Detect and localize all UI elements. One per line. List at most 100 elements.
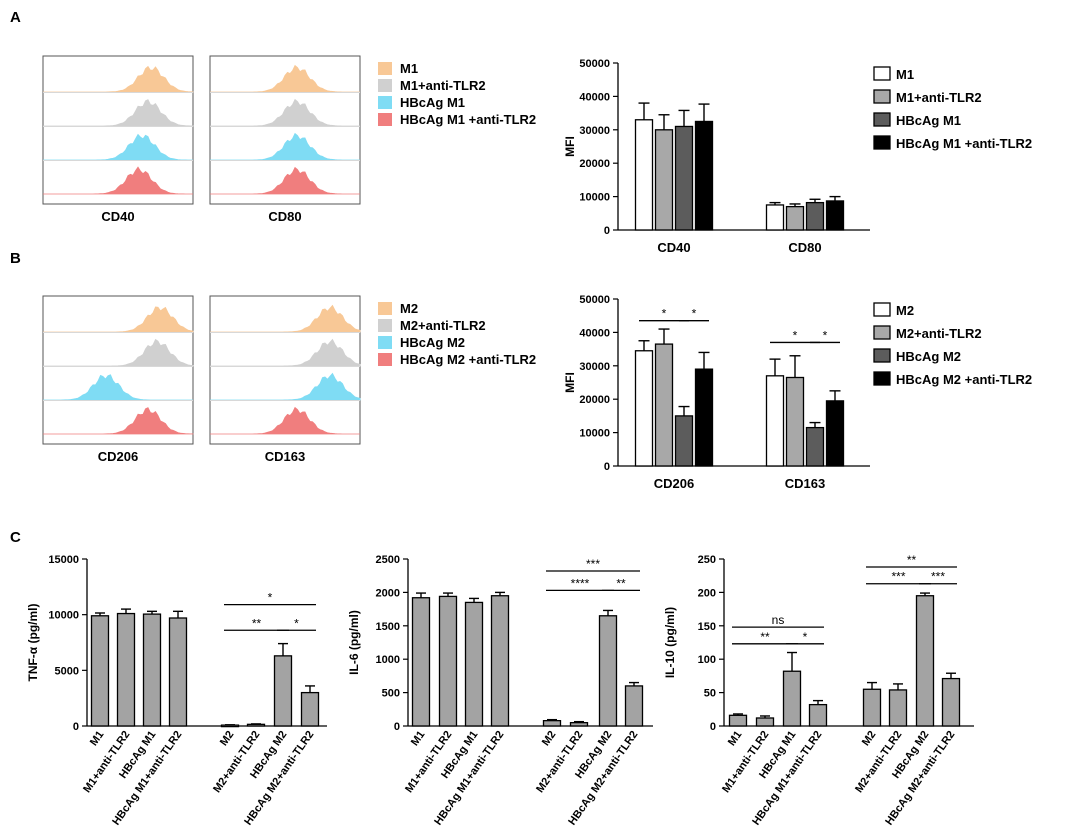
legend-label: M1+anti-TLR2: [400, 78, 486, 93]
bar: [825, 400, 845, 467]
flow-cytometry-panel-a: CD40 CD80 M1 M1+anti-TLR2 HBcAg M1 HBcAg M1 +…: [42, 55, 536, 224]
panel-label-a: A: [10, 9, 21, 26]
legend-label: HBcAg M1: [400, 95, 465, 110]
bar: [411, 597, 431, 727]
histogram-label: CD206: [98, 449, 138, 464]
y-tick-label: 1000: [376, 654, 400, 666]
bar: [464, 601, 484, 727]
legend-swatch: [873, 135, 891, 150]
significance-marker: *: [692, 307, 697, 321]
group-label: CD80: [788, 240, 821, 255]
legend-swatch: [873, 302, 891, 317]
bar: [805, 426, 825, 467]
histogram-label: CD163: [265, 449, 305, 464]
group-label: CD40: [657, 240, 690, 255]
y-tick-label: 0: [710, 721, 716, 733]
y-tick-label: 50000: [579, 58, 610, 70]
histogram-curve: [43, 306, 194, 333]
legend-swatch: [873, 371, 891, 386]
significance-marker: *: [823, 328, 828, 342]
y-tick-label: 10000: [579, 192, 610, 204]
y-tick-label: 50: [704, 688, 716, 700]
bar: [694, 368, 714, 467]
histogram-curve: [210, 406, 360, 435]
y-tick-label: 0: [73, 721, 79, 733]
bar: [300, 691, 320, 727]
y-tick-label: 2500: [376, 554, 400, 566]
bar: [598, 615, 618, 727]
bar: [728, 714, 748, 727]
histogram-curve: [43, 65, 194, 93]
bar: [674, 125, 694, 231]
y-tick-label: 10000: [579, 428, 610, 440]
significance-marker: ****: [571, 576, 590, 590]
histogram-frame: [209, 55, 361, 205]
legend-swatch: [378, 96, 392, 109]
bar: [765, 204, 785, 231]
bar: [168, 617, 188, 727]
y-axis-label: MFI: [563, 136, 577, 157]
mfi-chart-b: 0 10000 20000 30000 40000 50000 MFI CD206 CD163 *…: [563, 294, 1032, 491]
x-tick-label: M1: [88, 729, 107, 748]
group-label: CD206: [654, 476, 694, 491]
histogram-label: CD40: [101, 209, 134, 224]
bar: [674, 415, 694, 467]
histogram-curve: [210, 304, 361, 333]
histogram-curve: [43, 99, 194, 127]
legend-swatch: [378, 319, 392, 332]
legend-label: HBcAg M2: [896, 349, 961, 364]
mfi-chart-a: 0 10000 20000 30000 40000 50000 MFI CD40 CD80 M1 M…: [563, 58, 1032, 255]
bar: [782, 670, 802, 727]
y-axis-label: TNF-α (pg/ml): [26, 603, 40, 681]
bar: [808, 703, 828, 727]
bar: [246, 723, 266, 727]
significance-marker: ***: [931, 570, 945, 584]
bar: [438, 595, 458, 727]
legend-label: HBcAg M1 +anti-TLR2: [400, 112, 536, 127]
y-axis-label: IL-10 (pg/ml): [663, 607, 677, 678]
histogram-frame: [42, 295, 194, 445]
significance-marker: *: [793, 328, 798, 342]
y-tick-label: 100: [698, 654, 716, 666]
y-tick-label: 20000: [579, 158, 610, 170]
bar: [142, 613, 162, 727]
histogram-label: CD80: [268, 209, 301, 224]
histogram-curve: [43, 166, 193, 195]
y-tick-label: 250: [698, 554, 716, 566]
legend-label: M1: [896, 67, 914, 82]
histogram-curve: [43, 374, 193, 401]
bar: [624, 685, 644, 727]
y-axis-label: MFI: [563, 372, 577, 393]
flow-cytometry-panel-b: CD206 CD163 M2 M2+anti-TLR2 HBcAg M2 HBcAg M2…: [42, 295, 536, 464]
bar: [273, 655, 293, 727]
legend-swatch: [378, 302, 392, 315]
bar: [765, 375, 785, 467]
bar: [694, 120, 714, 231]
x-tick-label: M2: [218, 729, 237, 748]
legend-label: M1: [400, 61, 418, 76]
y-tick-label: 500: [382, 688, 400, 700]
legend-swatch: [873, 325, 891, 340]
bar: [785, 376, 805, 467]
histogram-curve: [210, 64, 360, 93]
histogram-curve: [210, 338, 361, 367]
bar: [654, 343, 674, 467]
legend-label: M1+anti-TLR2: [896, 90, 982, 105]
legend-label: HBcAg M1: [896, 113, 961, 128]
bar: [785, 205, 805, 231]
y-tick-label: 0: [394, 721, 400, 733]
bar: [90, 615, 110, 727]
significance-marker: **: [616, 576, 626, 590]
histogram-curve: [210, 372, 361, 401]
bar: [862, 688, 882, 727]
legend-label: HBcAg M2 +anti-TLR2: [896, 372, 1032, 387]
significance-marker: *: [803, 630, 808, 644]
bar: [634, 119, 654, 231]
x-tick-label: M2: [540, 729, 559, 748]
panel-label-b: B: [10, 250, 21, 267]
y-tick-label: 30000: [579, 125, 610, 137]
significance-marker: *: [294, 616, 299, 630]
bar: [569, 722, 589, 727]
